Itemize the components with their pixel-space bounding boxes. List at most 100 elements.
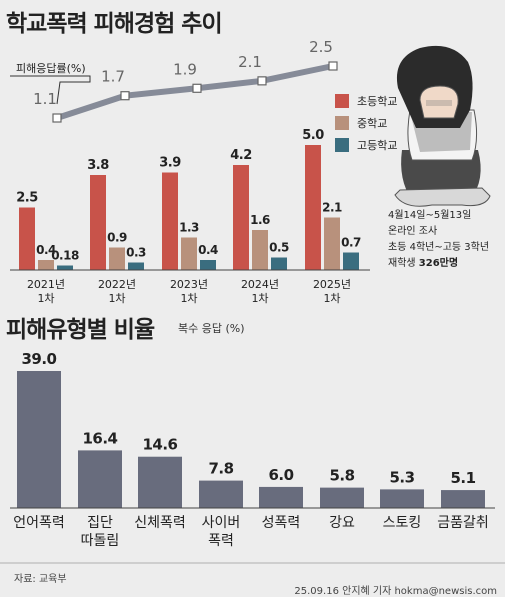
type-bar <box>138 456 182 508</box>
x-tick-label: 1차 <box>37 292 54 305</box>
type-bar-value: 5.3 <box>389 468 414 486</box>
bar-middle <box>109 247 125 270</box>
type-bar-value: 6.0 <box>268 466 293 484</box>
section-subtitle-types: 복수 응답 (%) <box>178 322 245 335</box>
x-tick-label: 2023년 <box>170 278 208 291</box>
rate-label-pointer <box>10 75 91 105</box>
type-tick-label: 폭력 <box>208 533 234 549</box>
bar-elementary <box>90 175 106 270</box>
bar-elementary <box>305 145 321 270</box>
type-bar-value: 14.6 <box>142 436 177 454</box>
bar-middle <box>324 217 340 270</box>
legend-swatch-high <box>335 138 349 152</box>
bar-value-label: 1.3 <box>179 221 199 235</box>
x-tick-label: 1차 <box>180 292 197 305</box>
x-tick-label: 2024년 <box>241 278 279 291</box>
bar-high <box>128 262 144 270</box>
rate-point <box>328 61 338 71</box>
info-period: 4월14일~5월13일 <box>388 210 472 221</box>
x-tick-label: 1차 <box>323 292 340 305</box>
type-tick-label: 언어폭력 <box>13 515 65 531</box>
bar-value-label: 0.3 <box>126 246 146 260</box>
bar-value-label: 3.8 <box>87 158 109 173</box>
type-bar-value: 7.8 <box>208 460 233 478</box>
hands-shape <box>419 85 459 119</box>
legend-swatch-middle <box>335 116 349 130</box>
type-tick-label: 금품갈취 <box>437 515 489 531</box>
type-tick-label: 강요 <box>329 515 355 531</box>
rate-point <box>52 113 62 123</box>
rate-label: 2.1 <box>238 53 262 71</box>
type-bar <box>320 487 364 508</box>
legend-swatch-elementary <box>335 94 349 108</box>
bar-value-label: 2.1 <box>322 201 342 215</box>
bar-elementary <box>233 165 249 270</box>
rate-point <box>120 91 130 101</box>
rate-label: 1.9 <box>173 60 197 78</box>
type-bar-value: 5.1 <box>450 469 475 487</box>
type-bar-value: 39.0 <box>21 350 56 368</box>
bar-middle <box>181 237 197 270</box>
rate-label: 2.5 <box>309 38 333 56</box>
type-bar <box>199 480 243 508</box>
info-students-prefix: 재학생 <box>388 258 419 269</box>
type-tick-label: 따돌림 <box>81 533 120 549</box>
info-students-count: 326만명 <box>418 258 459 269</box>
bar-high <box>57 265 73 270</box>
rate-label: 1.1 <box>33 90 57 108</box>
bar-value-label: 0.5 <box>269 241 289 255</box>
type-tick-label: 성폭력 <box>262 515 301 531</box>
legs-shape <box>394 187 491 207</box>
type-bar-value: 16.4 <box>82 429 117 447</box>
bar-value-label: 4.2 <box>230 148 252 163</box>
type-bar <box>17 371 61 508</box>
bar-high <box>200 260 216 270</box>
credit-line: 25.09.16 안지혜 기자 hokma@newsis.com <box>294 586 497 597</box>
section-title-types: 피해유형별 비율 <box>6 317 155 343</box>
x-tick-label: 2025년 <box>313 278 351 291</box>
type-tick-label: 사이버 <box>202 515 241 531</box>
x-tick-label: 1차 <box>108 292 125 305</box>
type-tick-label: 신체폭력 <box>134 515 186 531</box>
type-bar <box>441 490 485 508</box>
survey-info: 4월14일~5월13일 온라인 조사 초등 4학년~고등 3학년 재학생 326… <box>388 208 489 272</box>
x-tick-label: 1차 <box>251 292 268 305</box>
bar-value-label: 0.9 <box>107 231 127 245</box>
info-grades: 초등 4학년~고등 3학년 <box>388 242 490 253</box>
bar-value-label: 0.7 <box>341 236 361 250</box>
legend-item-elementary: 초등학교 <box>335 90 397 112</box>
x-tick-label: 2022년 <box>98 278 136 291</box>
rate-series-label: 피해응답률(%) <box>16 61 86 75</box>
bar-value-label: 1.6 <box>250 213 270 227</box>
fingers-shape <box>426 100 452 106</box>
type-bar <box>259 486 303 508</box>
legend-label-elementary: 초등학교 <box>357 95 398 108</box>
info-students: 재학생 326만명 <box>388 256 489 272</box>
bar-value-label: 0.18 <box>51 249 79 263</box>
type-bar <box>380 489 424 508</box>
bar-middle <box>38 260 54 270</box>
rate-point <box>192 83 202 93</box>
bar-value-label: 0.4 <box>36 243 56 257</box>
bar-value-label: 0.4 <box>198 243 218 257</box>
rate-point <box>257 76 267 86</box>
main-title: 학교폭력 피해경험 추이 <box>6 11 223 37</box>
bar-value-label: 3.9 <box>159 156 181 171</box>
x-tick-label: 2021년 <box>27 278 65 291</box>
skirt-shape <box>401 150 481 200</box>
legend-item-high: 고등학교 <box>335 134 397 156</box>
rate-label: 1.7 <box>101 68 125 86</box>
legend-label-middle: 중학교 <box>357 117 388 130</box>
type-bar-value: 5.8 <box>329 467 354 485</box>
bar-high <box>343 252 359 270</box>
bar-high <box>271 257 287 270</box>
bar-elementary <box>19 207 35 270</box>
legend: 초등학교 중학교 고등학교 <box>335 90 397 156</box>
legend-label-high: 고등학교 <box>357 139 398 152</box>
info-method: 온라인 조사 <box>388 226 438 237</box>
type-bar <box>78 450 122 508</box>
bar-value-label: 5.0 <box>302 128 324 143</box>
type-tick-label: 스토킹 <box>383 515 422 531</box>
